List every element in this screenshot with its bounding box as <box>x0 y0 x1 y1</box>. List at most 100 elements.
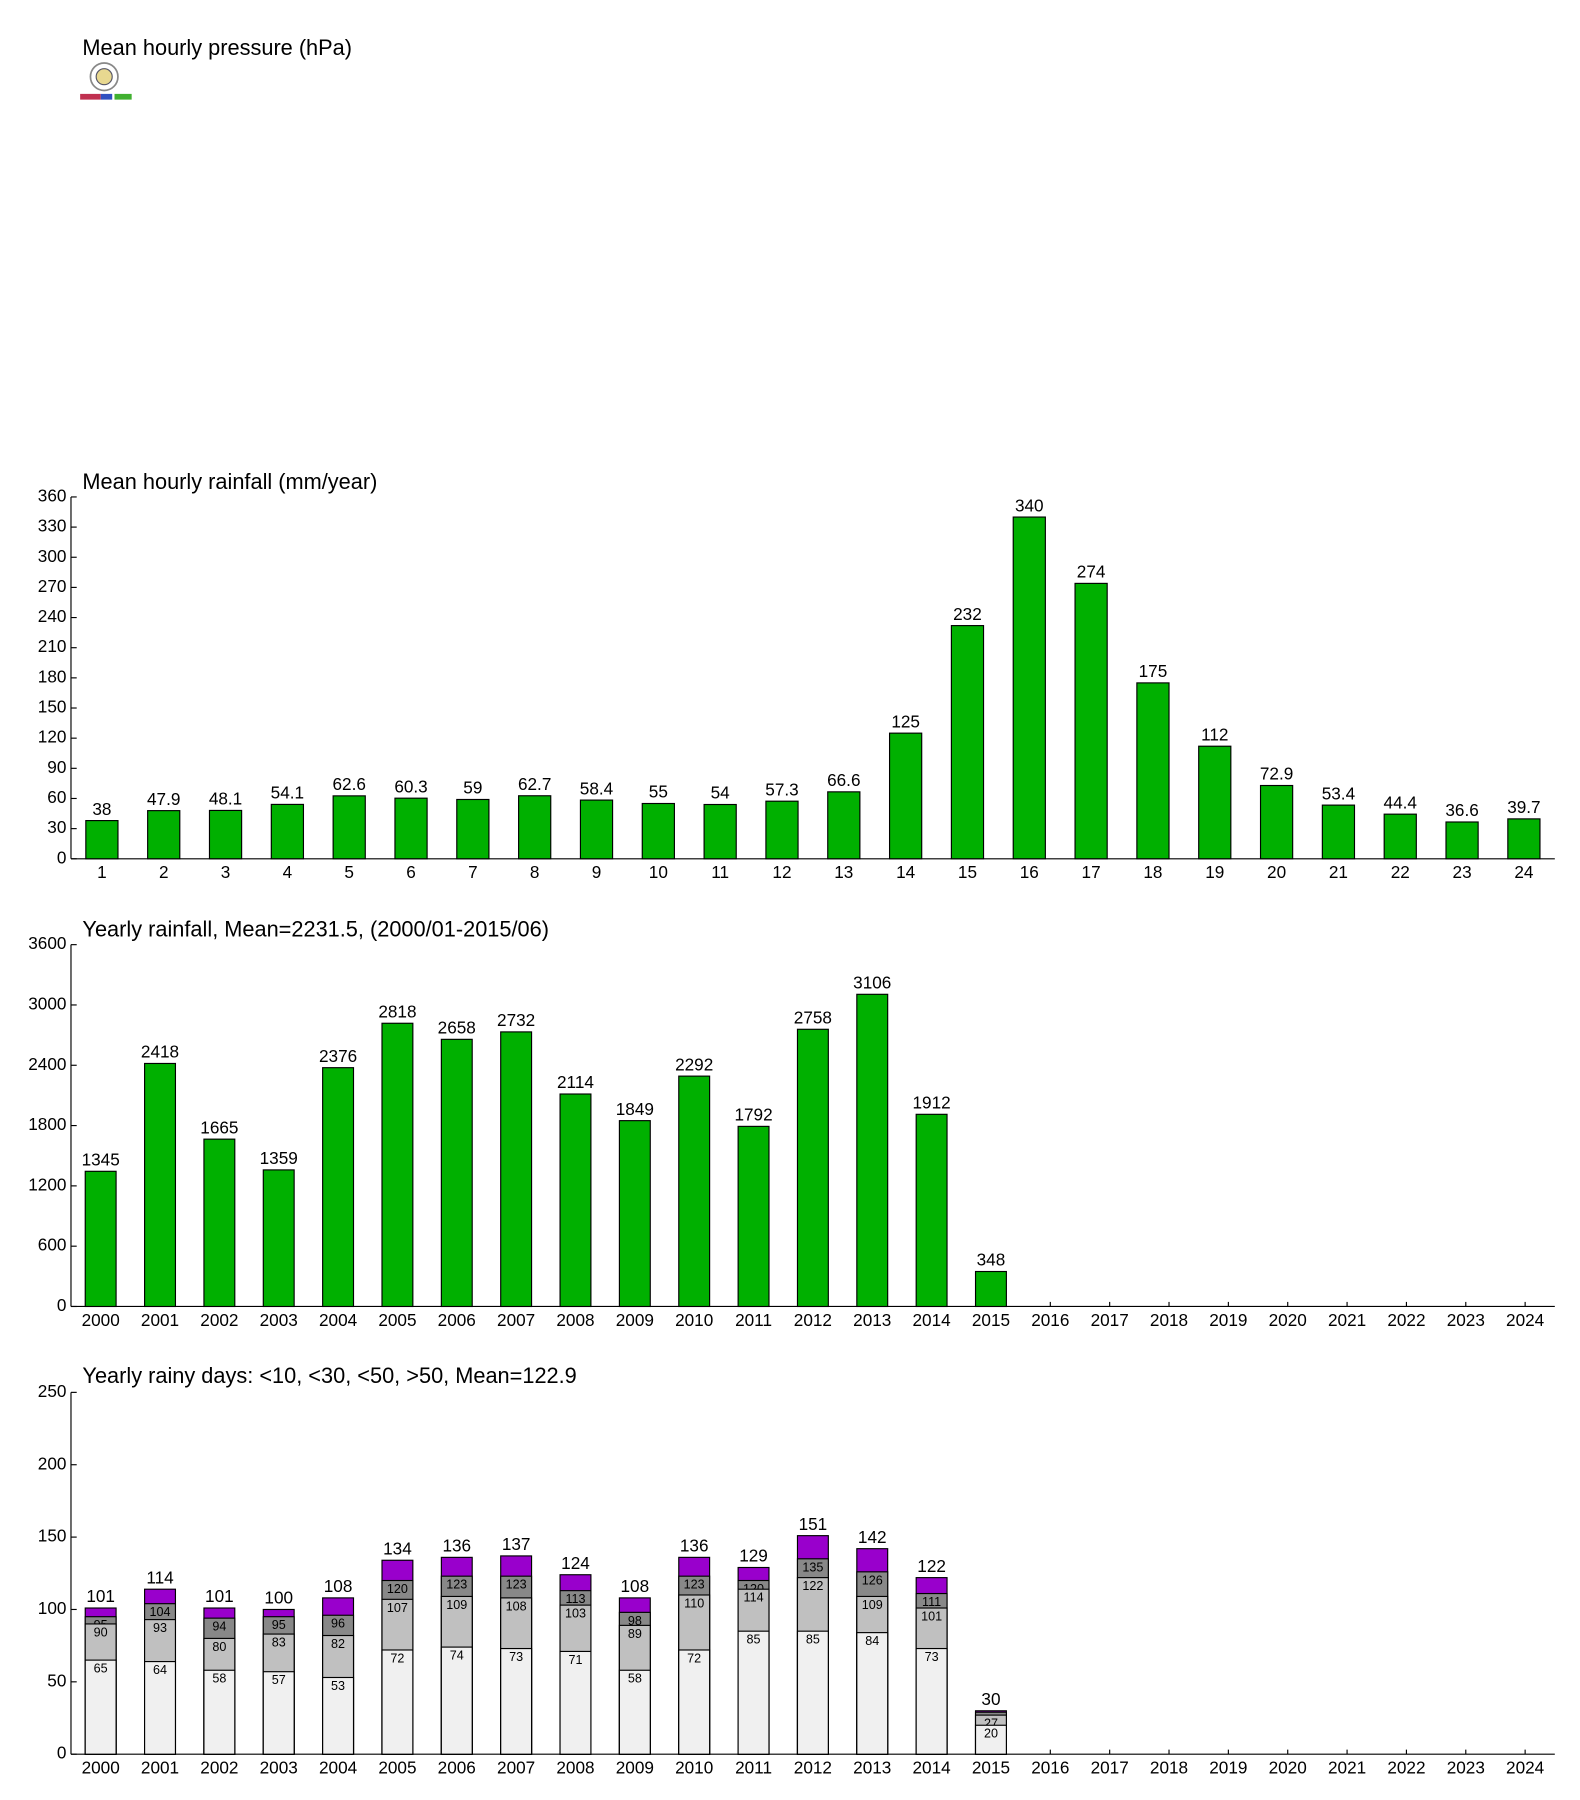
x-tick-label: 2023 <box>1447 1758 1485 1778</box>
bar-segment <box>322 1676 355 1755</box>
value-label: 55 <box>649 782 668 802</box>
y-tick-label: 3600 <box>28 933 66 953</box>
x-tick-label: 19 <box>1205 862 1224 882</box>
x-tick-label: 11 <box>711 862 729 882</box>
segment-label: 71 <box>568 1653 582 1667</box>
segment-label: 103 <box>565 1607 586 1621</box>
x-tick-label: 2014 <box>913 1758 952 1778</box>
y-tick-label: 3000 <box>28 993 66 1013</box>
y-tick-label: 1200 <box>28 1174 66 1194</box>
segment-label: 64 <box>153 1663 167 1677</box>
bar <box>737 1125 770 1308</box>
x-tick-label: 2009 <box>616 1758 654 1778</box>
x-tick-label: 23 <box>1453 862 1472 882</box>
y-tick-label: 1800 <box>28 1114 66 1134</box>
value-label: 36.6 <box>1445 800 1478 820</box>
value-label: 114 <box>146 1567 174 1587</box>
bar <box>1383 813 1417 860</box>
y-tick-label: 180 <box>38 666 67 686</box>
bar <box>1074 582 1108 860</box>
segment-label: 122 <box>802 1579 823 1593</box>
x-tick-label: 2006 <box>438 1758 476 1778</box>
bar <box>827 791 861 860</box>
x-tick-label: 24 <box>1514 862 1534 882</box>
bar <box>888 732 923 860</box>
segment-label: 98 <box>628 1614 642 1628</box>
chart-title: Yearly rainfall, Mean=2231.5, (2000/01-2… <box>82 917 549 942</box>
bar <box>394 797 428 860</box>
value-label: 108 <box>324 1576 353 1596</box>
segment-label: 82 <box>331 1637 345 1651</box>
value-label: 151 <box>799 1514 828 1534</box>
segment-label: 80 <box>212 1640 226 1654</box>
x-tick-label: 2023 <box>1447 1310 1485 1330</box>
bar <box>440 1038 473 1308</box>
x-tick-label: 2011 <box>735 1758 772 1778</box>
chart-title: Yearly rainy days: <10, <30, <50, >50, M… <box>82 1363 576 1388</box>
value-label: 232 <box>953 604 982 624</box>
bar-segment <box>500 1647 533 1755</box>
value-label: 2732 <box>497 1010 535 1030</box>
segment-label: 120 <box>387 1582 408 1596</box>
x-tick-label: 2000 <box>82 1310 120 1330</box>
segment-label: 74 <box>450 1649 464 1663</box>
y-tick-label: 50 <box>47 1670 66 1690</box>
x-tick-label: 2001 <box>141 1310 179 1330</box>
x-tick-label: 2007 <box>497 1310 535 1330</box>
value-label: 1665 <box>200 1117 238 1137</box>
bar <box>618 1120 651 1308</box>
x-tick-label: 2013 <box>853 1310 891 1330</box>
bar <box>579 799 614 860</box>
segment-label: 72 <box>687 1651 701 1665</box>
y-tick-label: 0 <box>57 1295 67 1315</box>
value-label: 39.7 <box>1507 797 1540 817</box>
x-tick-label: 2000 <box>82 1758 120 1778</box>
x-tick-label: 10 <box>649 862 668 882</box>
y-tick-label: 210 <box>38 636 67 656</box>
x-tick-label: 17 <box>1082 862 1101 882</box>
value-label: 101 <box>205 1586 234 1606</box>
value-label: 3106 <box>853 973 891 993</box>
segment-label: 73 <box>925 1650 939 1664</box>
segment-label: 123 <box>684 1578 705 1592</box>
x-tick-label: 15 <box>958 862 977 882</box>
bar-segment <box>262 1671 295 1755</box>
segment-label: 94 <box>212 1620 226 1634</box>
segment-label: 90 <box>94 1625 108 1639</box>
x-tick-label: 2020 <box>1269 1758 1307 1778</box>
value-label: 124 <box>561 1553 590 1573</box>
bar-segment <box>974 1724 1007 1755</box>
x-tick-label: 2015 <box>972 1310 1010 1330</box>
bar <box>950 625 985 860</box>
value-label: 348 <box>977 1250 1006 1270</box>
x-tick-label: 2004 <box>319 1310 358 1330</box>
segment-label: 101 <box>921 1610 942 1624</box>
bar-segment <box>618 1669 651 1755</box>
bar <box>678 1075 711 1308</box>
segment-label: 96 <box>331 1617 345 1631</box>
segment-label: 72 <box>390 1651 404 1665</box>
value-label: 62.6 <box>333 774 366 794</box>
bar <box>500 1031 533 1308</box>
bar-segment <box>678 1649 711 1755</box>
x-tick-label: 5 <box>344 862 354 882</box>
y-tick-label: 240 <box>38 606 67 626</box>
bar-segment <box>915 1647 948 1755</box>
x-tick-label: 2012 <box>794 1310 832 1330</box>
x-tick-label: 2015 <box>972 1758 1010 1778</box>
x-tick-label: 2018 <box>1150 1758 1188 1778</box>
logo <box>80 62 132 100</box>
value-label: 1912 <box>913 1093 951 1113</box>
y-tick-label: 330 <box>38 516 67 536</box>
x-tick-label: 12 <box>772 862 791 882</box>
segment-label: 135 <box>802 1560 823 1574</box>
bar-segment <box>381 1649 414 1755</box>
bar <box>147 810 181 860</box>
value-label: 57.3 <box>765 779 798 799</box>
y-tick-label: 200 <box>38 1453 67 1473</box>
value-label: 1792 <box>734 1105 772 1125</box>
value-label: 2376 <box>319 1046 357 1066</box>
value-label: 122 <box>917 1556 946 1576</box>
x-tick-label: 4 <box>283 862 293 882</box>
